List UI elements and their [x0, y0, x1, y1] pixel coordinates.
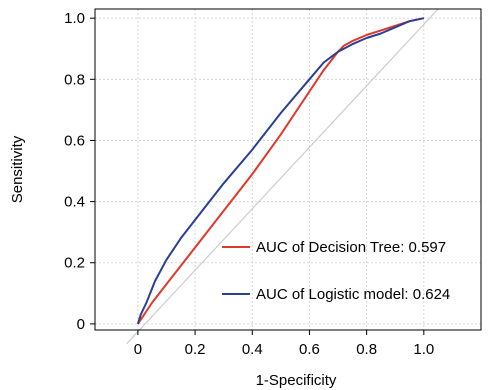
y-axis-ticks: 0 0.2 0.4 0.6 0.8 1.0 — [64, 10, 95, 333]
x-tick-label: 0.8 — [356, 341, 377, 358]
y-tick-label: 0.6 — [64, 132, 85, 149]
reference-line-layer — [126, 8, 439, 345]
x-tick-label: 0 — [134, 341, 142, 358]
series-line-logistic-model — [136, 17, 425, 325]
x-tick-label: 0.4 — [242, 341, 263, 358]
y-tick-label: 0.8 — [64, 71, 85, 88]
series-line-decision-tree — [137, 17, 425, 325]
y-tick-label: 0.4 — [64, 194, 85, 211]
series-layer — [136, 17, 425, 325]
x-tick-label: 0.6 — [299, 341, 320, 358]
x-tick-label: 0.2 — [185, 341, 206, 358]
legend: AUC of Decision Tree: 0.597 AUC of Logist… — [222, 239, 450, 303]
legend-label-logistic-model: AUC of Logistic model: 0.624 — [256, 286, 450, 303]
legend-label-decision-tree: AUC of Decision Tree: 0.597 — [256, 239, 446, 256]
y-tick-label: 0 — [77, 316, 85, 333]
y-axis-title: Sensitivity — [9, 135, 26, 203]
grid — [95, 9, 481, 330]
x-axis-title: 1-Specificity — [256, 372, 337, 389]
plot-frame — [94, 8, 482, 331]
x-axis-ticks: 0 0.2 0.4 0.6 0.8 1.0 — [134, 330, 434, 358]
reference-diagonal-line — [126, 8, 439, 345]
y-tick-label: 0.2 — [64, 255, 85, 272]
y-tick-label: 1.0 — [64, 10, 85, 27]
x-tick-label: 1.0 — [413, 341, 434, 358]
